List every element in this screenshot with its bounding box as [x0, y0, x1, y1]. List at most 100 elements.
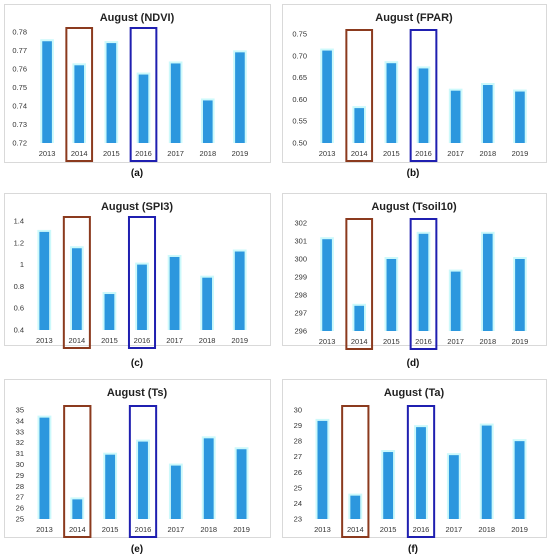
bar-2019: [236, 449, 247, 519]
x-tick-label: 2014: [71, 149, 88, 158]
x-tick-label: 2017: [167, 149, 184, 158]
x-tick-label: 2014: [351, 337, 368, 346]
x-tick-label: 2015: [383, 149, 400, 158]
bar-2016: [137, 264, 147, 330]
chart-title: August (NDVI): [100, 12, 175, 24]
x-tick-label: 2019: [232, 149, 249, 158]
chart-panel-b: August (FPAR) 0.50 0.55 0.60 0.65 0.70 0.75 201…: [282, 4, 547, 179]
bar-2015: [106, 43, 117, 143]
bar-2018: [202, 277, 213, 330]
chart-panel-c: August (SPI3) 0.4 0.6 0.8 1 1.2 1.4 2013 2014 201…: [4, 193, 271, 369]
chart-title: August (Ts): [107, 387, 168, 399]
chart-title: August (FPAR): [375, 12, 453, 24]
bar-2016: [418, 233, 429, 331]
y-tick-label: 34: [16, 416, 24, 425]
highlight-box-2014: [345, 29, 374, 162]
bar-2014: [71, 248, 82, 330]
chart-panel-a: August (NDVI) 0.72 0.73 0.74 0.75 0.76 0.77 0.7…: [4, 4, 271, 179]
x-tick-label: 2017: [446, 525, 463, 534]
x-tick-label: 2015: [101, 336, 118, 345]
bar-2018: [202, 100, 213, 143]
bar-2015: [386, 259, 397, 331]
x-tick-label: 2013: [39, 149, 56, 158]
highlight-box-2014: [62, 216, 91, 349]
bar-2019: [515, 259, 525, 331]
bar-2016: [418, 68, 429, 143]
y-tick-label: 29: [16, 471, 24, 480]
y-tick-label: 0.55: [292, 117, 307, 126]
y-tick-label: 28: [16, 482, 24, 491]
highlight-box-2016: [128, 405, 158, 538]
y-tick-label: 0.65: [292, 73, 307, 82]
bar-2015: [104, 294, 115, 330]
bar-2017: [448, 455, 459, 519]
bar-2018: [203, 438, 214, 519]
x-tick-label: 2017: [168, 525, 185, 534]
y-tick-label: 1.4: [14, 217, 24, 226]
bar-2017: [170, 465, 181, 519]
x-tick-label: 2019: [231, 336, 248, 345]
highlight-box-2016: [406, 405, 436, 538]
y-tick-label: 32: [16, 438, 24, 447]
chart-title: August (Ta): [384, 387, 445, 399]
y-tick-label: 300: [294, 255, 307, 264]
x-tick-label: 2016: [134, 336, 151, 345]
bar-2014: [72, 499, 83, 519]
y-tick-label: 1.2: [14, 238, 24, 247]
x-tick-label: 2017: [166, 336, 183, 345]
bar-2018: [482, 85, 493, 143]
chart-panel-d: August (Tsoil10) 296 297 298 299 300 301 302 201…: [282, 193, 547, 369]
x-tick-label: 2014: [347, 525, 364, 534]
y-tick-label: 23: [294, 515, 302, 524]
x-tick-label: 2013: [319, 337, 336, 346]
bar-2016: [138, 74, 149, 143]
x-tick-label: 2019: [511, 525, 528, 534]
y-tick-label: 0.60: [292, 95, 307, 104]
x-tick-label: 2018: [199, 336, 216, 345]
y-tick-label: 298: [294, 291, 307, 300]
x-tick-label: 2015: [380, 525, 397, 534]
y-tick-label: 28: [294, 437, 302, 446]
y-tick-label: 0.8: [14, 282, 24, 291]
y-tick-label: 0.78: [12, 28, 27, 37]
panel-caption: (f): [408, 544, 418, 555]
highlight-box-2016: [129, 27, 158, 162]
y-tick-label: 296: [294, 327, 307, 336]
bar-2017: [169, 256, 180, 330]
y-tick-label: 35: [16, 406, 24, 415]
x-tick-label: 2016: [413, 525, 430, 534]
y-tick-label: 297: [294, 309, 307, 318]
y-tick-label: 0.72: [12, 139, 27, 148]
x-tick-label: 2018: [478, 525, 495, 534]
bar-2013: [42, 41, 52, 143]
x-tick-label: 2016: [415, 149, 432, 158]
highlight-box-2014: [65, 27, 94, 162]
y-tick-label: 26: [16, 504, 24, 513]
y-tick-label: 1: [20, 260, 24, 269]
x-tick-label: 2014: [351, 149, 368, 158]
x-tick-label: 2015: [103, 149, 120, 158]
y-tick-label: 0.4: [14, 326, 24, 335]
x-tick-label: 2013: [36, 525, 53, 534]
y-tick-label: 0.75: [292, 30, 307, 39]
chart-title: August (Tsoil10): [371, 201, 457, 213]
x-tick-label: 2013: [314, 525, 331, 534]
y-tick-label: 0.75: [12, 83, 27, 92]
panel-caption: (b): [407, 168, 420, 179]
chart-title: August (SPI3): [101, 201, 173, 213]
y-tick-label: 27: [16, 493, 24, 502]
highlight-box-2014: [63, 405, 92, 538]
bar-2013: [317, 420, 328, 519]
highlight-box-2016: [409, 29, 438, 162]
highlight-box-2014: [345, 218, 374, 350]
y-tick-label: 25: [16, 515, 24, 524]
bar-2014: [74, 65, 85, 143]
bar-2017: [450, 271, 461, 331]
y-tick-label: 301: [294, 237, 307, 246]
bar-2013: [39, 231, 50, 330]
y-tick-label: 29: [294, 421, 302, 430]
bar-2014: [354, 108, 365, 143]
y-tick-label: 25: [294, 483, 302, 492]
y-tick-label: 31: [16, 449, 24, 458]
